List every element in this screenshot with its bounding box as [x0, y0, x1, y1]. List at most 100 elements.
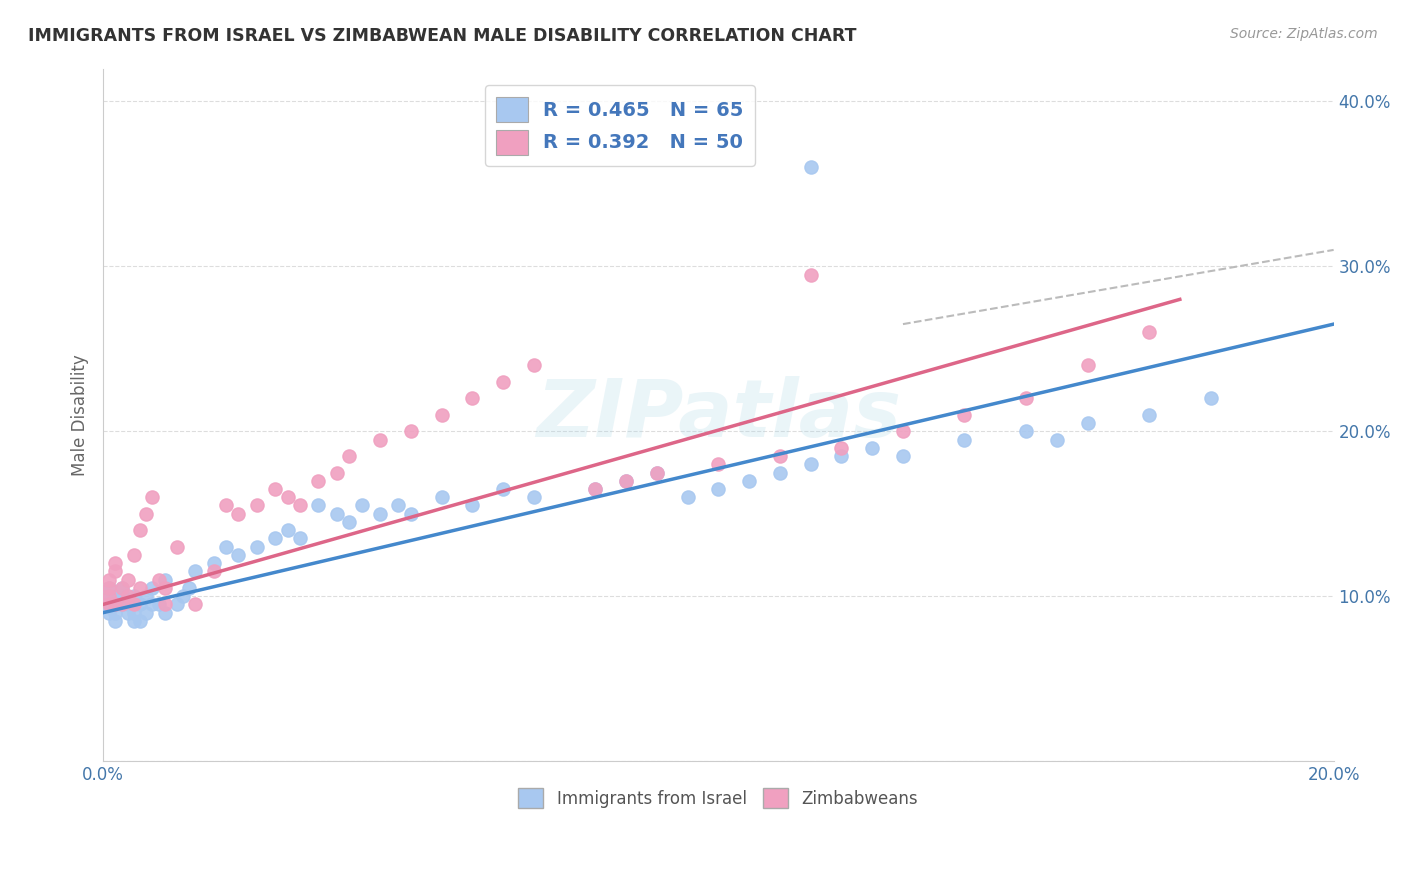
Point [461, 392, 484, 406]
Point [288, 499, 311, 513]
Point [1046, 433, 1069, 447]
Point [98, 581, 121, 595]
Point [153, 581, 176, 595]
Point [246, 540, 269, 554]
Point [117, 598, 139, 612]
Point [172, 589, 194, 603]
Point [707, 457, 730, 471]
Text: IMMIGRANTS FROM ISRAEL VS ZIMBABWEAN MALE DISABILITY CORRELATION CHART: IMMIGRANTS FROM ISRAEL VS ZIMBABWEAN MAL… [28, 27, 856, 45]
Point [523, 359, 546, 373]
Point [769, 449, 792, 463]
Point [141, 581, 163, 595]
Point [860, 441, 883, 455]
Point [166, 540, 188, 554]
Point [326, 507, 349, 521]
Point [337, 515, 360, 529]
Point [1015, 392, 1038, 406]
Point [98, 598, 121, 612]
Point [1076, 416, 1098, 430]
Point [122, 606, 145, 620]
Point [308, 499, 330, 513]
Point [153, 598, 176, 612]
Point [153, 606, 176, 620]
Point [830, 441, 852, 455]
Point [387, 499, 409, 513]
Point [277, 490, 299, 504]
Point [110, 589, 132, 603]
Point [461, 499, 484, 513]
Point [129, 581, 152, 595]
Point [122, 598, 145, 612]
Point [399, 507, 422, 521]
Point [614, 474, 637, 488]
Point [104, 598, 127, 612]
Point [228, 548, 250, 562]
Point [117, 573, 139, 587]
Point [104, 556, 127, 570]
Point [891, 449, 914, 463]
Point [830, 449, 852, 463]
Point [583, 482, 606, 496]
Point [148, 598, 170, 612]
Point [800, 457, 823, 471]
Point [614, 474, 637, 488]
Point [277, 523, 299, 537]
Point [492, 482, 515, 496]
Point [523, 490, 546, 504]
Point [179, 581, 201, 595]
Point [430, 408, 453, 422]
Point [122, 614, 145, 628]
Point [104, 606, 127, 620]
Point [98, 589, 121, 603]
Point [350, 499, 373, 513]
Point [891, 425, 914, 439]
Y-axis label: Male Disability: Male Disability [72, 354, 89, 475]
Point [202, 565, 225, 579]
Point [337, 449, 360, 463]
Point [953, 433, 976, 447]
Point [98, 589, 121, 603]
Point [953, 408, 976, 422]
Point [707, 482, 730, 496]
Point [110, 581, 132, 595]
Point [117, 606, 139, 620]
Point [800, 161, 823, 175]
Point [215, 540, 238, 554]
Text: Source: ZipAtlas.com: Source: ZipAtlas.com [1230, 27, 1378, 41]
Point [141, 598, 163, 612]
Point [264, 482, 287, 496]
Point [122, 589, 145, 603]
Point [264, 532, 287, 546]
Point [184, 565, 207, 579]
Point [129, 523, 152, 537]
Point [738, 474, 761, 488]
Point [1137, 326, 1160, 340]
Point [308, 474, 330, 488]
Point [288, 532, 311, 546]
Point [326, 466, 349, 480]
Point [645, 466, 668, 480]
Point [368, 433, 391, 447]
Point [98, 606, 121, 620]
Point [110, 598, 132, 612]
Point [110, 581, 132, 595]
Point [492, 375, 515, 389]
Point [583, 482, 606, 496]
Point [135, 589, 157, 603]
Point [148, 573, 170, 587]
Point [104, 565, 127, 579]
Legend: Immigrants from Israel, Zimbabweans: Immigrants from Israel, Zimbabweans [512, 781, 925, 815]
Point [98, 573, 121, 587]
Point [215, 499, 238, 513]
Point [202, 556, 225, 570]
Point [129, 598, 152, 612]
Point [800, 268, 823, 282]
Point [110, 598, 132, 612]
Point [104, 589, 127, 603]
Point [122, 548, 145, 562]
Point [141, 490, 163, 504]
Point [228, 507, 250, 521]
Point [769, 466, 792, 480]
Point [135, 606, 157, 620]
Point [184, 598, 207, 612]
